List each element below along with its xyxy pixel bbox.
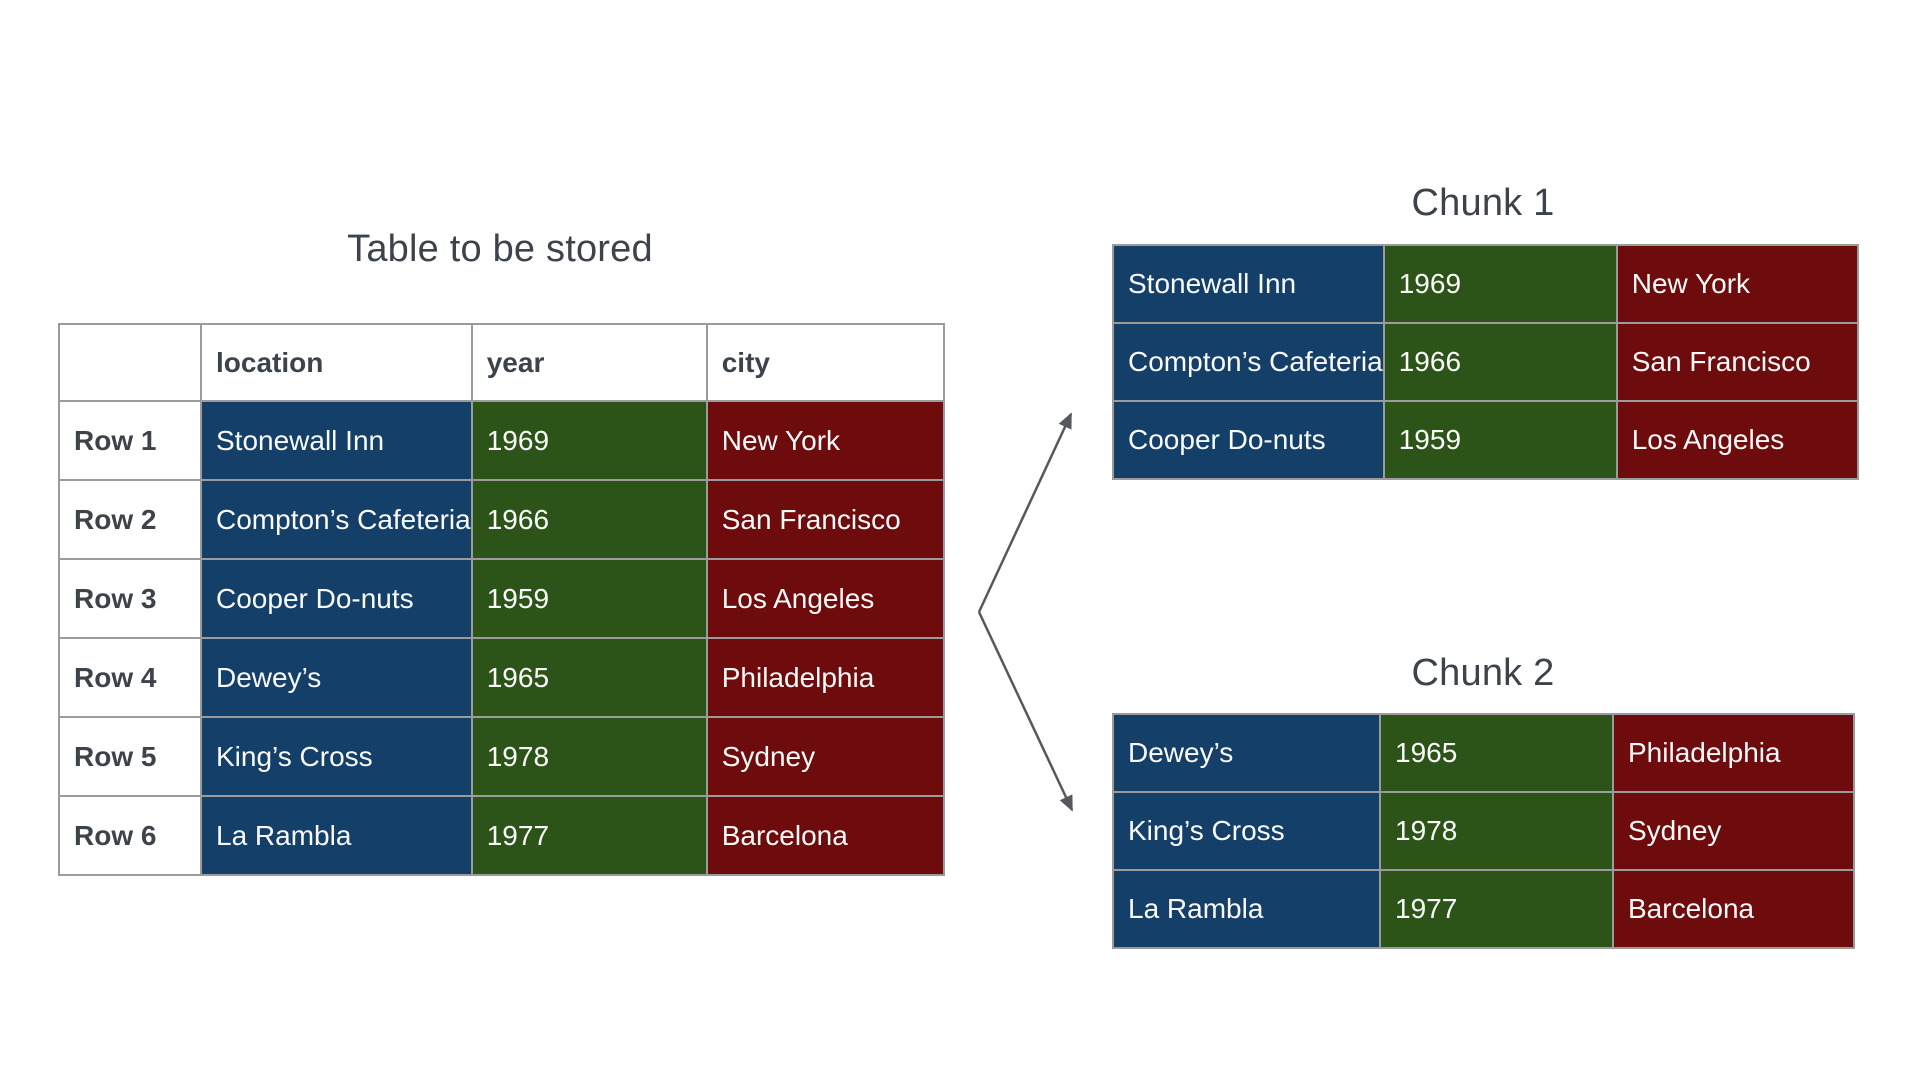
table-row: La Rambla 1977 Barcelona — [1112, 869, 1855, 949]
table-row: King’s Cross 1978 Sydney — [1112, 791, 1855, 871]
cell-year: 1969 — [470, 400, 708, 481]
row-label: Row 6 — [58, 795, 202, 876]
cell-year: 1959 — [1382, 400, 1618, 480]
cell-city: Sydney — [705, 716, 945, 797]
table-row: Dewey’s 1965 Philadelphia — [1112, 713, 1855, 793]
table-row: Row 2 Compton’s Cafeteria 1966 San Franc… — [58, 479, 945, 560]
column-header-year: year — [470, 323, 708, 402]
cell-year: 1977 — [470, 795, 708, 876]
cell-city: Barcelona — [1612, 869, 1855, 949]
cell-year: 1969 — [1382, 244, 1618, 324]
table-row: Row 1 Stonewall Inn 1969 New York — [58, 400, 945, 481]
table-row: Stonewall Inn 1969 New York — [1112, 244, 1859, 324]
cell-city: Sydney — [1612, 791, 1855, 871]
source-table: location year city Row 1 Stonewall Inn 1… — [58, 323, 945, 876]
cell-location: Stonewall Inn — [1112, 244, 1385, 324]
cell-city: Barcelona — [705, 795, 945, 876]
table-header-row: location year city — [58, 323, 945, 402]
cell-location: Dewey’s — [1112, 713, 1381, 793]
cell-year: 1966 — [470, 479, 708, 560]
table-row: Row 6 La Rambla 1977 Barcelona — [58, 795, 945, 876]
cell-city: New York — [705, 400, 945, 481]
cell-city: Los Angeles — [1615, 400, 1859, 480]
cell-year: 1966 — [1382, 322, 1618, 402]
cell-location: Compton’s Cafeteria — [1112, 322, 1385, 402]
main-table-title: Table to be stored — [347, 228, 653, 270]
cell-location: Cooper Do-nuts — [200, 558, 473, 639]
row-label: Row 5 — [58, 716, 202, 797]
table-row: Cooper Do-nuts 1959 Los Angeles — [1112, 400, 1859, 480]
cell-city: Los Angeles — [705, 558, 945, 639]
cell-location: La Rambla — [1112, 869, 1381, 949]
cell-year: 1965 — [1379, 713, 1614, 793]
cell-location: Compton’s Cafeteria — [200, 479, 473, 560]
cell-city: New York — [1615, 244, 1859, 324]
cell-location: Stonewall Inn — [200, 400, 473, 481]
cell-location: La Rambla — [200, 795, 473, 876]
table-row: Compton’s Cafeteria 1966 San Francisco — [1112, 322, 1859, 402]
cell-location: King’s Cross — [1112, 791, 1381, 871]
cell-city: Philadelphia — [705, 637, 945, 718]
column-header-location: location — [200, 323, 473, 402]
chunk2-table: Dewey’s 1965 Philadelphia King’s Cross 1… — [1112, 713, 1855, 949]
corner-cell — [58, 323, 202, 402]
table-row: Row 4 Dewey’s 1965 Philadelphia — [58, 637, 945, 718]
cell-year: 1977 — [1379, 869, 1614, 949]
cell-year: 1978 — [1379, 791, 1614, 871]
row-label: Row 4 — [58, 637, 202, 718]
cell-city: San Francisco — [1615, 322, 1859, 402]
arrow-to-chunk1 — [977, 412, 1073, 613]
cell-location: Cooper Do-nuts — [1112, 400, 1385, 480]
row-label: Row 3 — [58, 558, 202, 639]
chunk2-title: Chunk 2 — [1411, 652, 1555, 694]
cell-city: San Francisco — [705, 479, 945, 560]
cell-city: Philadelphia — [1612, 713, 1855, 793]
arrow-to-chunk2 — [977, 611, 1074, 812]
table-row: Row 3 Cooper Do-nuts 1959 Los Angeles — [58, 558, 945, 639]
table-row: Row 5 King’s Cross 1978 Sydney — [58, 716, 945, 797]
column-header-city: city — [705, 323, 945, 402]
row-label: Row 2 — [58, 479, 202, 560]
cell-location: King’s Cross — [200, 716, 473, 797]
cell-location: Dewey’s — [200, 637, 473, 718]
row-label: Row 1 — [58, 400, 202, 481]
cell-year: 1959 — [470, 558, 708, 639]
chunk1-title: Chunk 1 — [1411, 182, 1555, 224]
cell-year: 1965 — [470, 637, 708, 718]
chunk1-table: Stonewall Inn 1969 New York Compton’s Ca… — [1112, 244, 1859, 480]
cell-year: 1978 — [470, 716, 708, 797]
